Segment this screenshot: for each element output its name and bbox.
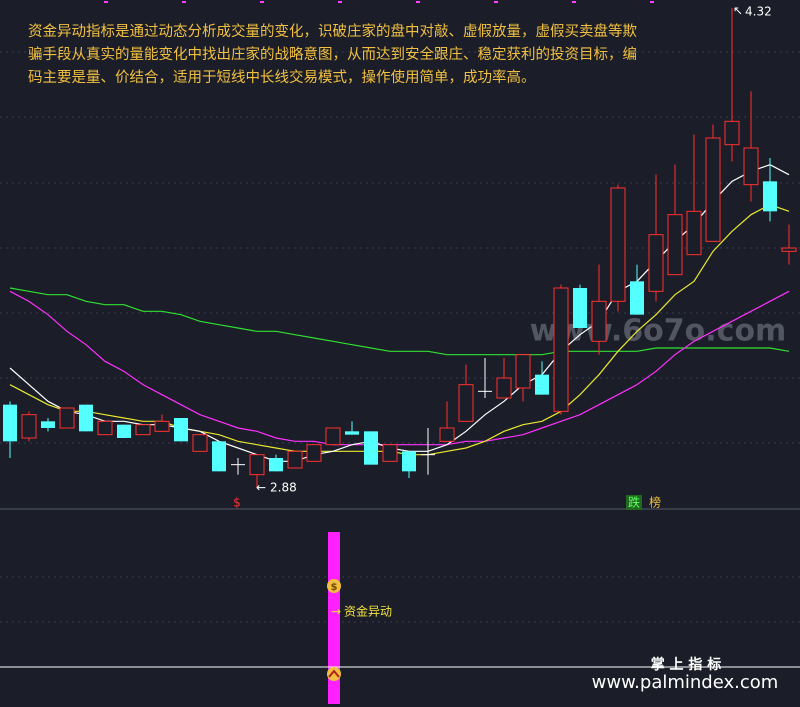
rank-mark: 榜 xyxy=(649,495,661,510)
candle-body xyxy=(648,234,664,292)
candle-body xyxy=(591,300,607,342)
signal-icon-bg xyxy=(327,579,341,593)
candle-body xyxy=(496,377,512,399)
candle-body xyxy=(458,384,474,422)
high-label: 4.32 xyxy=(745,5,772,19)
signal-label: 资金异动 xyxy=(344,604,392,619)
candle-body xyxy=(269,458,283,472)
signal-arrow-icon xyxy=(328,669,340,678)
candle-body xyxy=(306,444,322,462)
ma-line xyxy=(9,290,790,446)
candle-body xyxy=(667,214,683,276)
candle-body xyxy=(212,441,226,472)
low-label: 2.88 xyxy=(270,481,297,495)
candle-body xyxy=(249,454,265,476)
candle-body xyxy=(79,404,93,432)
candle-body xyxy=(97,420,113,436)
description-line: 骗手段从真实的量能变化中找出庄家的战略意图，从而达到安全跟庄、稳定获利的投资目标… xyxy=(28,45,637,63)
candle-body xyxy=(781,247,797,252)
candle-body xyxy=(743,147,759,186)
sell-marker: $ xyxy=(233,496,241,510)
candle-body xyxy=(117,424,131,438)
rank-mark: 跌 xyxy=(628,495,640,510)
candle-body xyxy=(515,354,531,389)
candle-body xyxy=(41,421,55,428)
brand: 掌 上 指 标 xyxy=(651,656,722,673)
watermark: www.6o7o.com xyxy=(530,314,787,349)
candle-body xyxy=(3,404,17,442)
signal-arrow-icon xyxy=(327,667,341,681)
candle-body xyxy=(287,450,303,469)
candle-body xyxy=(535,374,549,395)
candle-body xyxy=(154,420,170,432)
candle-body xyxy=(439,427,455,442)
candle-body xyxy=(382,444,398,462)
signal-icon: $ xyxy=(331,582,338,593)
candle-body xyxy=(325,427,341,446)
arrow: ← xyxy=(256,481,266,495)
ma-line xyxy=(9,287,790,356)
candle-body xyxy=(192,434,208,452)
candle-body xyxy=(135,424,151,436)
candle-body xyxy=(705,137,721,242)
arrow: ↖ xyxy=(733,4,743,18)
candle-body xyxy=(686,210,702,256)
description-line: 码主要是量、价结合，适用于短线中长线交易模式，操作使用简单，成功率高。 xyxy=(28,68,536,86)
plot xyxy=(3,8,797,488)
candle-body xyxy=(21,414,37,439)
rank-box xyxy=(626,495,642,510)
description-line: 资金异动指标是通过动态分析成交量的变化，识破庄家的盘中对敲、虚假放量，虚假买卖盘… xyxy=(28,22,637,40)
candle-body xyxy=(630,281,644,315)
candle-body xyxy=(763,181,777,212)
ma-line xyxy=(9,204,790,456)
candle-body xyxy=(573,288,587,328)
candle-body xyxy=(59,407,75,429)
candle-body xyxy=(402,451,416,472)
signal-bar xyxy=(328,532,340,704)
candle-body xyxy=(610,187,626,302)
candle-body xyxy=(345,431,359,435)
candle-body xyxy=(553,287,569,412)
candle-body xyxy=(364,431,378,465)
url: www.palmindex.com xyxy=(592,672,779,693)
candle-body xyxy=(174,418,188,442)
candle-body xyxy=(724,120,740,146)
arrow: → xyxy=(331,605,341,619)
grid xyxy=(0,51,800,623)
